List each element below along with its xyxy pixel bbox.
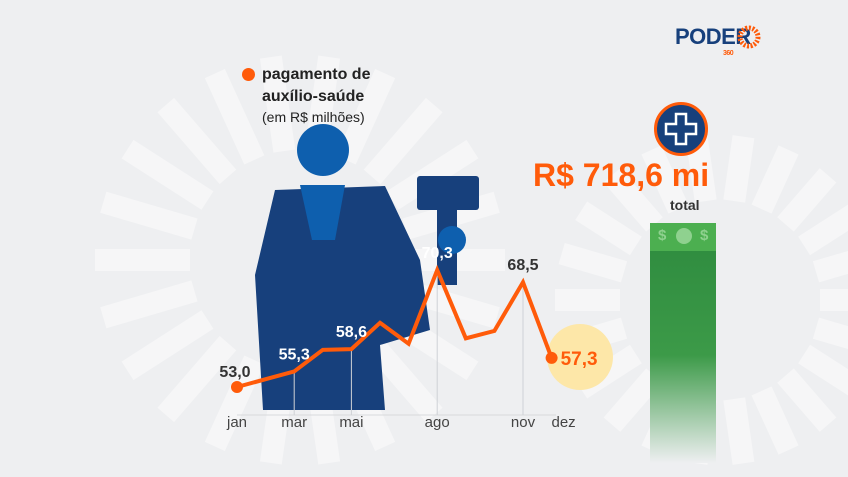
ray: [335, 68, 396, 165]
ray: [603, 168, 663, 232]
ray: [798, 344, 848, 396]
ray: [259, 55, 296, 153]
ray: [204, 68, 265, 165]
data-label: 58,6: [336, 324, 367, 341]
data-label: 53,0: [219, 364, 250, 381]
data-label: 55,3: [279, 346, 310, 363]
poder360-logo: PODER 360: [675, 25, 765, 61]
x-tick-label: dez: [552, 414, 576, 431]
ray: [603, 368, 663, 432]
x-tick-label: mai: [339, 414, 363, 431]
ray: [723, 135, 755, 203]
x-tick-label: ago: [425, 414, 450, 431]
data-point: [545, 351, 558, 364]
ray: [157, 97, 237, 185]
data-label: 70,3: [422, 245, 453, 262]
money-stack-illustration: $ $: [650, 223, 716, 463]
ray: [204, 355, 265, 452]
sunburst-decoration: [95, 55, 848, 465]
series-line: [236, 264, 554, 389]
ray: [798, 204, 848, 256]
ray: [812, 250, 848, 283]
ray: [157, 335, 237, 423]
x-tick-label: jan: [226, 414, 247, 431]
total-label: total: [670, 197, 700, 213]
data-label: 68,5: [507, 257, 538, 274]
sun-logo-icon: [737, 25, 761, 49]
ray: [751, 145, 799, 214]
ray: [777, 168, 837, 232]
legend-dot: [242, 68, 255, 81]
ray: [812, 317, 848, 350]
ray: [751, 386, 799, 455]
ray: [121, 139, 214, 210]
legend-label: pagamento de auxílio-saúde: [262, 66, 371, 105]
ray: [386, 139, 479, 210]
ray: [641, 145, 689, 214]
highlight-circle: [547, 324, 613, 390]
judge-figure-illustration: [255, 124, 479, 410]
legend-unit: (em R$ milhões): [262, 109, 365, 125]
ray: [363, 97, 443, 185]
ray: [363, 335, 443, 423]
x-tick-label: nov: [511, 414, 536, 431]
ray: [121, 310, 214, 381]
ray: [723, 397, 755, 465]
ray: [777, 368, 837, 432]
data-point: [231, 381, 243, 393]
logo-sub: 360: [723, 50, 734, 57]
total-value: R$ 718,6 mi: [533, 157, 710, 193]
data-label: 57,3: [561, 349, 598, 370]
ray: [100, 191, 198, 240]
ray: [100, 280, 198, 329]
ray: [558, 242, 628, 283]
x-tick-label: mar: [281, 414, 307, 431]
ray: [575, 201, 642, 256]
medical-cross-icon: [654, 102, 708, 156]
